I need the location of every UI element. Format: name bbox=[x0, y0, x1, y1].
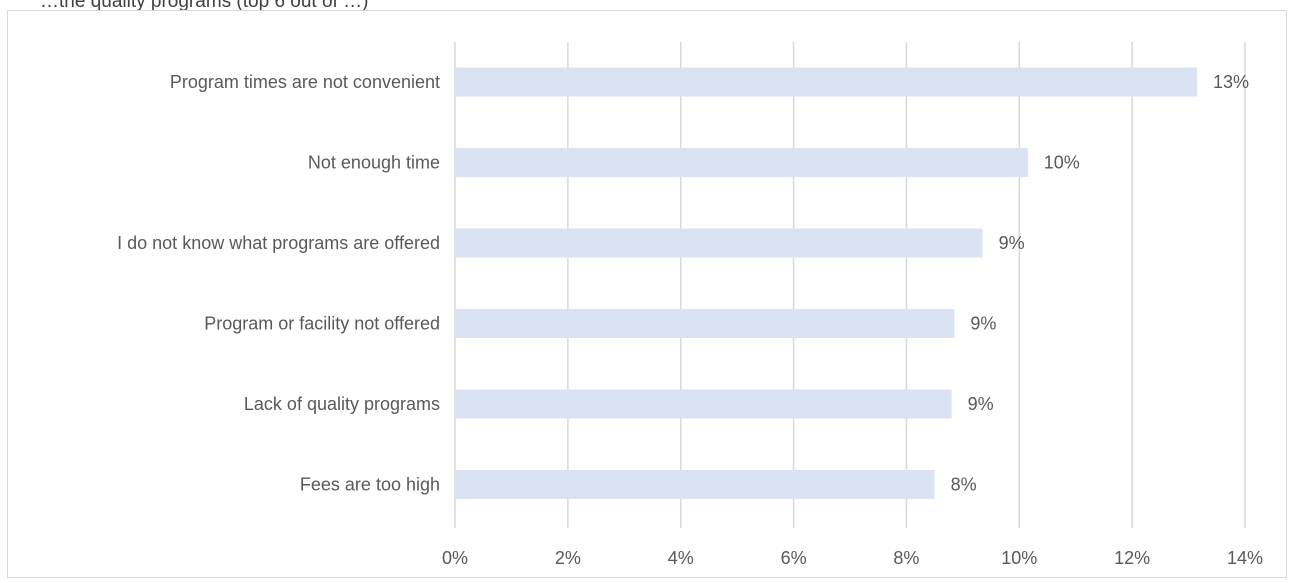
value-label: 13% bbox=[1213, 72, 1249, 92]
x-tick-label: 14% bbox=[1227, 548, 1263, 568]
x-tick-label: 8% bbox=[893, 548, 919, 568]
bar bbox=[455, 309, 955, 338]
value-label: 9% bbox=[970, 314, 996, 334]
bar bbox=[455, 148, 1028, 177]
x-tick-label: 0% bbox=[442, 548, 468, 568]
category-labels: Program times are not convenient Not enou… bbox=[117, 72, 440, 495]
bar bbox=[455, 389, 952, 419]
bar bbox=[455, 228, 983, 258]
value-label: 10% bbox=[1044, 153, 1080, 173]
gridlines bbox=[454, 42, 1246, 528]
x-tick-label: 12% bbox=[1114, 548, 1150, 568]
x-tick-label: 10% bbox=[1001, 548, 1037, 568]
value-label: 8% bbox=[951, 475, 977, 495]
category-label: Fees are too high bbox=[300, 475, 440, 495]
category-label: Program or facility not offered bbox=[204, 314, 440, 334]
bars bbox=[455, 67, 1198, 499]
chart-title: …the quality programs (top 6 out of …) bbox=[40, 0, 369, 12]
bar bbox=[455, 67, 1198, 97]
x-tick-label: 2% bbox=[555, 548, 581, 568]
category-label: Lack of quality programs bbox=[244, 394, 440, 414]
bar bbox=[455, 470, 935, 499]
value-labels: 13% 10% 9% 9% 9% 8% bbox=[951, 72, 1249, 495]
value-label: 9% bbox=[968, 394, 994, 414]
value-label: 9% bbox=[999, 233, 1025, 253]
category-label: Program times are not convenient bbox=[170, 72, 440, 92]
x-tick-label: 6% bbox=[781, 548, 807, 568]
x-tick-labels: 0% 2% 4% 6% 8% 10% 12% 14% bbox=[442, 548, 1263, 568]
x-tick-label: 4% bbox=[668, 548, 694, 568]
category-label: Not enough time bbox=[308, 153, 440, 173]
category-label: I do not know what programs are offered bbox=[117, 233, 440, 253]
